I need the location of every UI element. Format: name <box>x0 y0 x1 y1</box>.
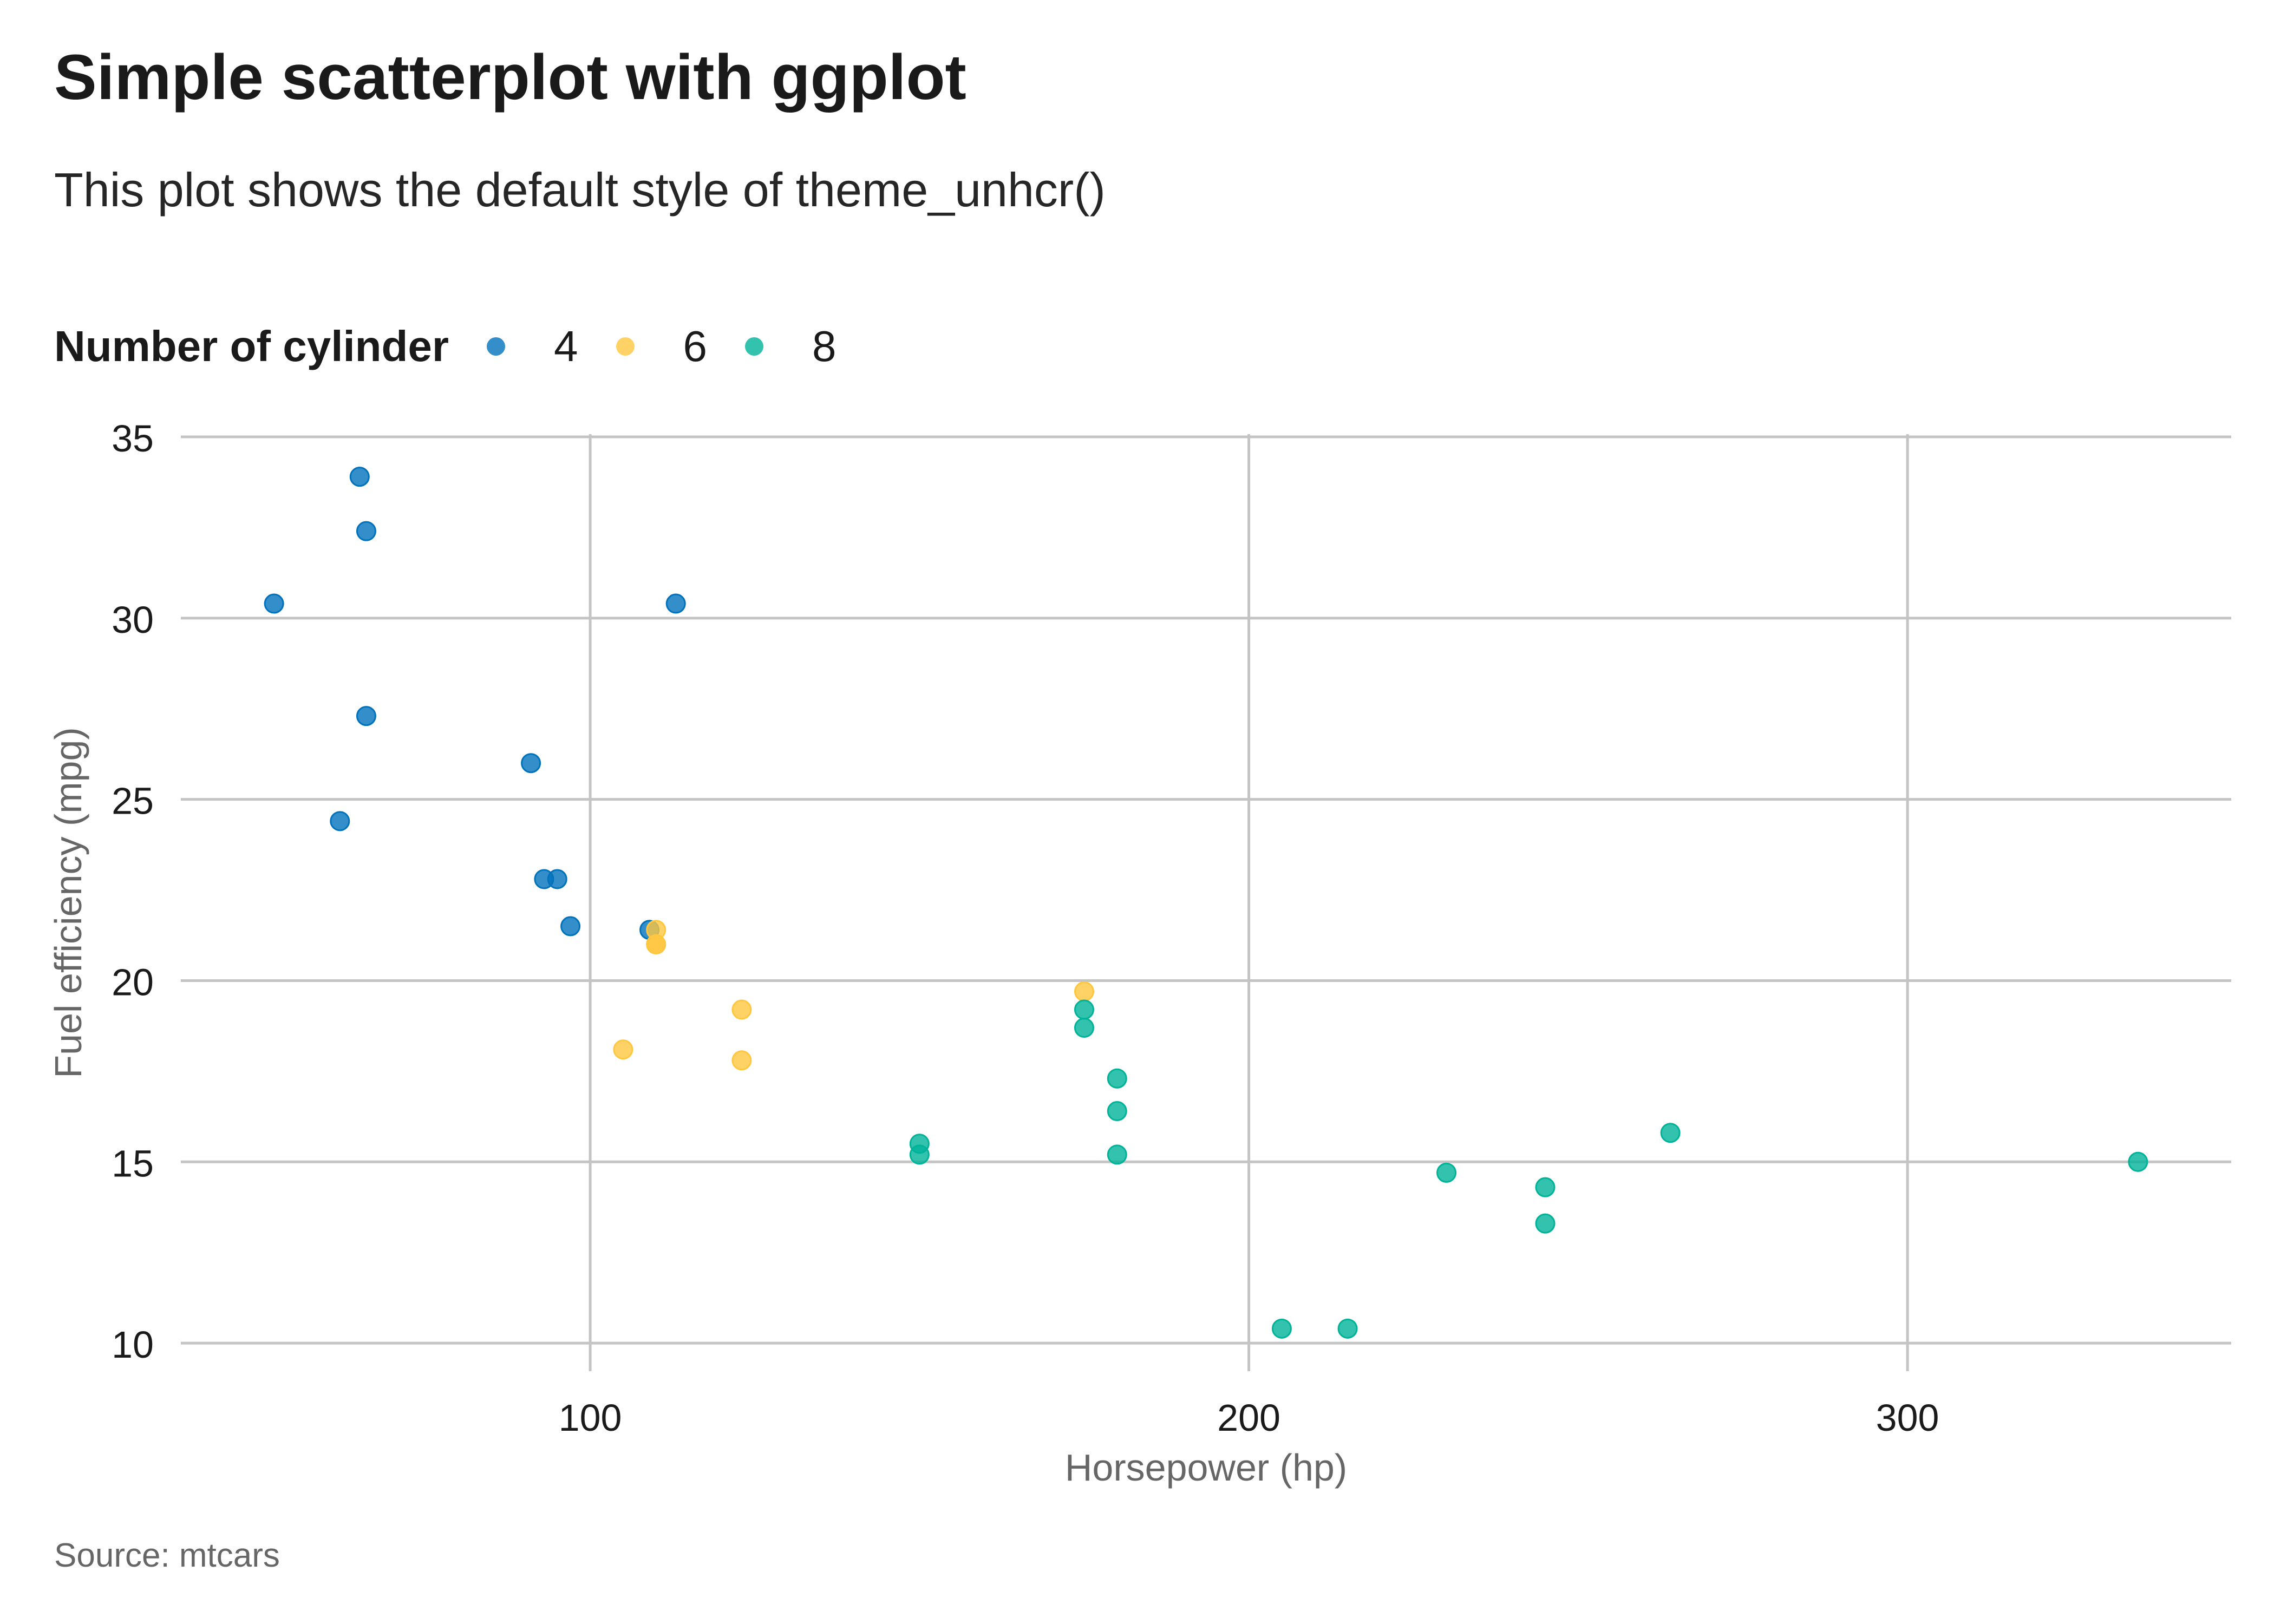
legend-dot-6 <box>616 337 635 356</box>
data-point-cyl-4 <box>349 467 370 487</box>
data-point-cyl-4 <box>356 706 376 726</box>
data-point-cyl-8 <box>1337 1318 1358 1339</box>
y-tick-label: 15 <box>112 1142 154 1184</box>
data-point-cyl-4 <box>330 811 350 831</box>
y-tick-label: 35 <box>112 417 154 460</box>
data-point-cyl-4 <box>264 593 284 614</box>
data-point-cyl-6 <box>731 1050 752 1071</box>
x-tick-label: 300 <box>1876 1397 1939 1439</box>
chart-title: Simple scatterplot with ggplot <box>54 42 966 113</box>
legend-label-8: 8 <box>812 322 837 370</box>
legend-dot-4 <box>487 337 506 356</box>
chart-subtitle: This plot shows the default style of the… <box>54 163 1106 217</box>
y-tick-label: 25 <box>112 780 154 822</box>
y-axis-label: Fuel efficiency (mpg) <box>47 727 89 1078</box>
data-point-cyl-8 <box>1535 1213 1556 1234</box>
data-point-cyl-6 <box>613 1039 633 1060</box>
data-point-cyl-8 <box>909 1144 930 1165</box>
data-point-cyl-8 <box>1660 1123 1681 1143</box>
legend-item-4: 4 <box>487 322 578 371</box>
legend: Number of cylinder 4 6 8 <box>54 317 874 376</box>
data-point-cyl-8 <box>1074 1018 1094 1038</box>
x-tick-label: 200 <box>1217 1397 1280 1439</box>
x-tick-label: 100 <box>559 1397 622 1439</box>
legend-dot-8 <box>745 337 764 356</box>
data-point-cyl-4 <box>665 593 686 614</box>
data-point-cyl-8 <box>1107 1068 1127 1089</box>
data-point-cyl-4 <box>547 869 567 889</box>
data-point-cyl-4 <box>560 916 581 937</box>
y-tick-label: 10 <box>112 1324 154 1366</box>
data-point-cyl-4 <box>356 521 376 541</box>
data-point-cyl-8 <box>1535 1177 1556 1197</box>
y-tick-label: 30 <box>112 599 154 641</box>
data-point-cyl-8 <box>1074 999 1094 1020</box>
data-point-cyl-8 <box>1107 1101 1127 1122</box>
caption: Source: mtcars <box>54 1537 280 1574</box>
y-tick-label: 20 <box>112 961 154 1003</box>
x-axis-label: Horsepower (hp) <box>1065 1446 1347 1489</box>
legend-label-4: 4 <box>554 322 578 370</box>
data-point-cyl-8 <box>1107 1144 1127 1165</box>
data-point-cyl-8 <box>1436 1162 1457 1183</box>
data-point-cyl-6 <box>646 920 666 940</box>
legend-label-6: 6 <box>683 322 708 370</box>
legend-title: Number of cylinder <box>54 322 449 370</box>
data-point-cyl-4 <box>521 753 541 774</box>
data-point-cyl-8 <box>1271 1318 1292 1339</box>
legend-item-8: 8 <box>745 322 837 371</box>
data-point-cyl-6 <box>731 999 752 1020</box>
legend-item-6: 6 <box>616 322 708 371</box>
data-point-cyl-8 <box>2128 1151 2148 1172</box>
data-point-cyl-6 <box>1074 981 1094 1002</box>
